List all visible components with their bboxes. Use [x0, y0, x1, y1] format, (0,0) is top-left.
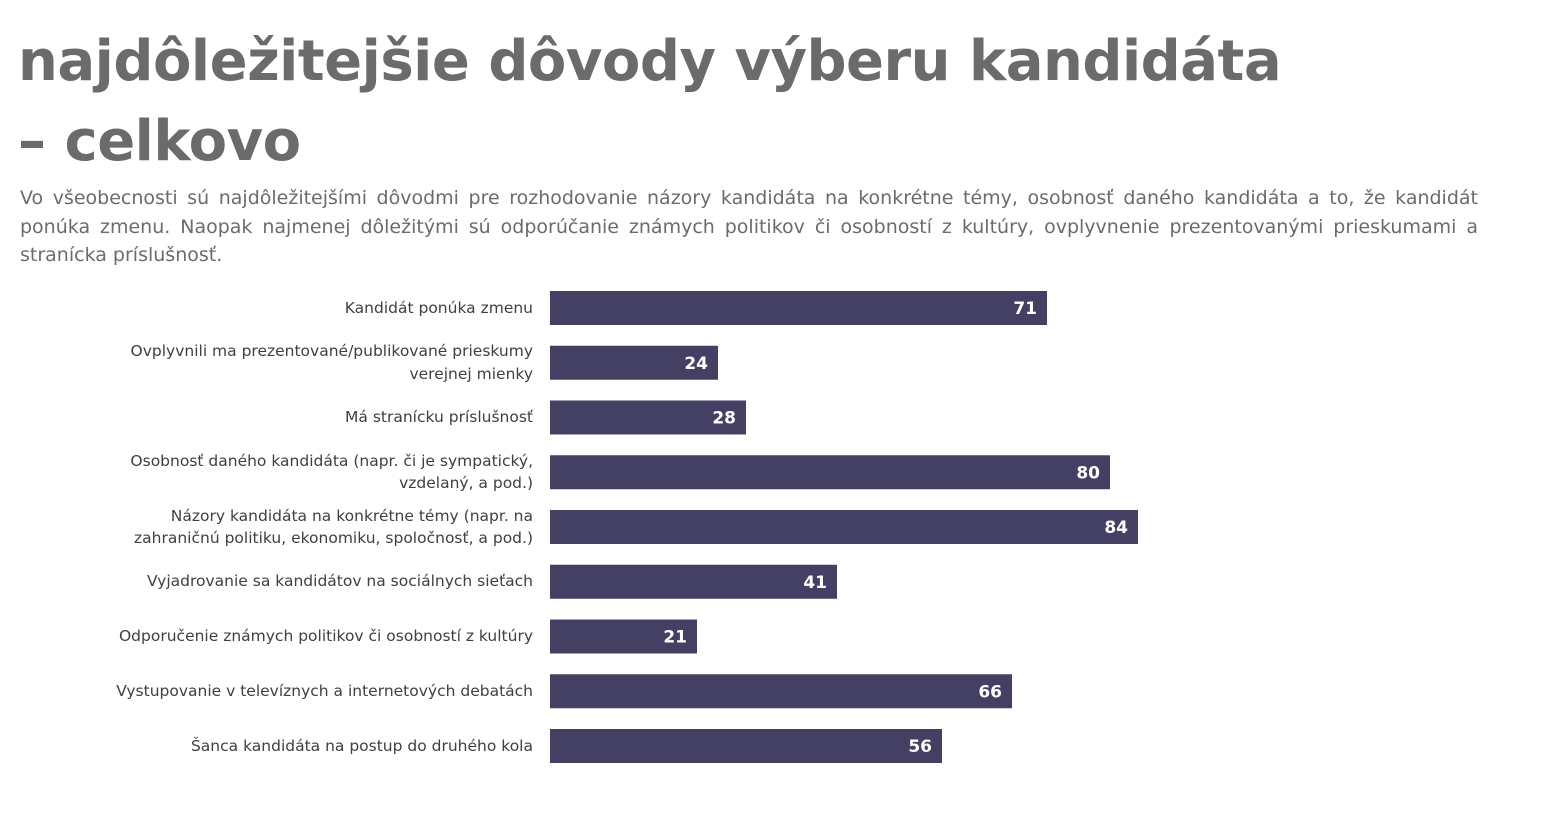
page-title-line-2: – celkovo — [18, 109, 301, 174]
bar-value-label: 41 — [803, 573, 827, 593]
category-label: Kandidát ponúka zmenu — [344, 298, 533, 317]
bar-chart: Kandidát ponúka zmenu Ovplyvnili ma preze… — [0, 280, 1561, 780]
category-label: Odporučenie známych politikov či osobnos… — [118, 627, 533, 645]
page-title-line-1: najdôležitejšie dôvody výberu kandidáta — [18, 29, 1282, 94]
category-label: Názory kandidáta na konkrétne témy (napr… — [134, 506, 533, 548]
page-title: najdôležitejšie dôvody výberu kandidáta … — [18, 22, 1418, 182]
category-label: Vystupovanie v televíznych a internetový… — [116, 681, 533, 700]
bar-value-label: 80 — [1076, 463, 1100, 483]
bar-value-label: 24 — [684, 354, 708, 374]
category-label: Šanca kandidáta na postup do druhého kol… — [190, 736, 533, 755]
bar — [550, 510, 1138, 544]
bar-value-label: 84 — [1104, 518, 1128, 538]
bar — [550, 291, 1047, 325]
bar — [550, 729, 942, 763]
bar — [550, 619, 697, 654]
bar-value-label: 71 — [1013, 299, 1037, 319]
bar-value-label: 66 — [978, 682, 1002, 702]
bar-value-label: 21 — [663, 628, 687, 648]
bar-value-label: 56 — [908, 737, 932, 757]
category-label: Ovplyvnili ma prezentované/publikované p… — [130, 342, 533, 383]
bar — [550, 674, 1012, 709]
category-label: Má stranícku príslušnosť — [345, 408, 533, 426]
bar-value-label: 28 — [712, 409, 736, 429]
category-label: Vyjadrovanie sa kandidátov na sociálnych… — [146, 572, 533, 591]
summary-text: Vo všeobecnosti sú najdôležitejšími dôvo… — [20, 187, 1478, 266]
bar — [550, 345, 718, 380]
category-label: Osobnosť daného kandidáta (napr. či je s… — [130, 451, 533, 493]
bar — [550, 564, 837, 599]
bar — [550, 455, 1110, 490]
bar-chart-plot: 71 24 28 80 84 41 21 66 56 — [550, 291, 1138, 763]
bar — [550, 400, 746, 435]
